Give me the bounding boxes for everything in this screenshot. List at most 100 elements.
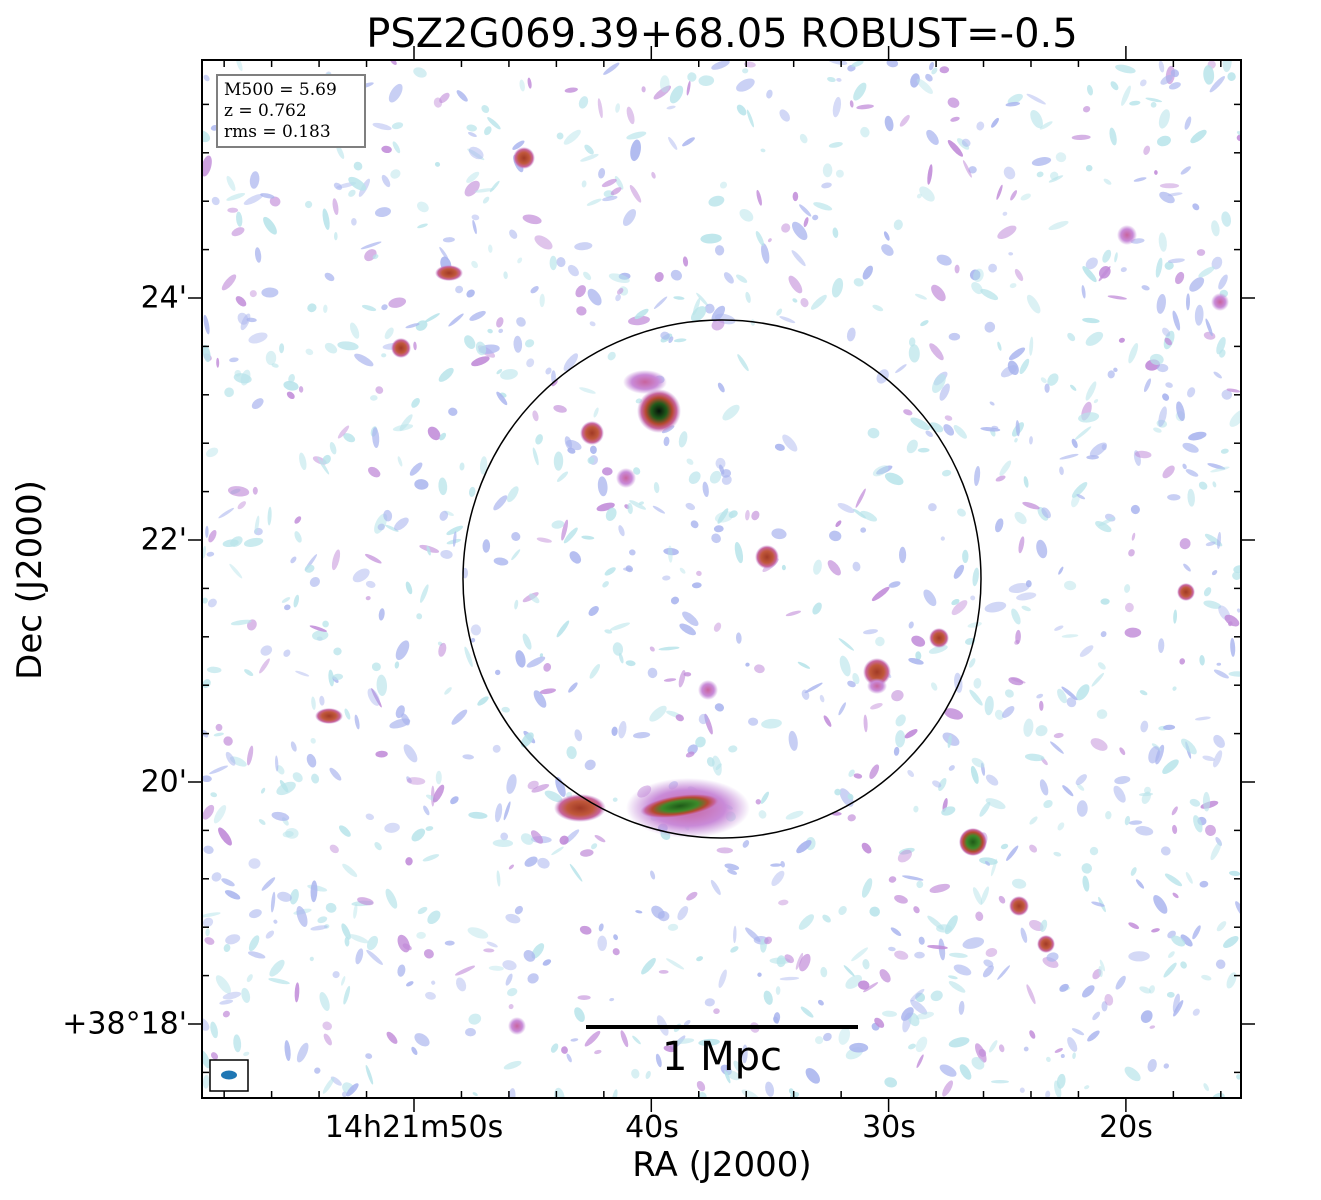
noise-blob bbox=[332, 971, 340, 979]
noise-blob bbox=[455, 285, 464, 294]
noise-blob bbox=[860, 510, 878, 522]
noise-blob bbox=[1023, 1046, 1029, 1052]
noise-blob bbox=[539, 688, 557, 695]
noise-blob bbox=[415, 320, 428, 331]
noise-blob bbox=[496, 368, 503, 375]
noise-blob bbox=[1172, 892, 1179, 899]
noise-blob bbox=[579, 387, 596, 394]
noise-blob bbox=[781, 223, 791, 233]
noise-blob bbox=[1114, 776, 1131, 785]
noise-blob bbox=[913, 805, 919, 813]
noise-blob bbox=[202, 155, 212, 177]
noise-blob bbox=[1205, 318, 1213, 337]
noise-blob bbox=[803, 217, 809, 228]
noise-blob bbox=[1156, 363, 1169, 373]
noise-blob bbox=[486, 941, 498, 948]
noise-blob bbox=[574, 1007, 585, 1022]
noise-blob bbox=[496, 317, 504, 328]
noise-blob bbox=[258, 819, 266, 825]
noise-blob bbox=[222, 991, 242, 1000]
noise-blob bbox=[456, 90, 468, 102]
noise-blob bbox=[1004, 689, 1014, 698]
noise-blob bbox=[1147, 1059, 1157, 1072]
noise-blob bbox=[773, 1012, 781, 1024]
noise-blob bbox=[894, 894, 908, 904]
noise-blob bbox=[858, 980, 870, 990]
noise-blob bbox=[1171, 806, 1178, 816]
noise-blob bbox=[604, 629, 613, 634]
noise-blob bbox=[626, 106, 635, 125]
noise-blob bbox=[205, 928, 210, 937]
noise-blob bbox=[243, 537, 264, 547]
noise-blob bbox=[230, 536, 243, 547]
noise-blob bbox=[852, 672, 860, 685]
noise-blob bbox=[1148, 746, 1160, 764]
noise-blob bbox=[542, 959, 552, 966]
noise-blob bbox=[972, 567, 979, 587]
noise-blob bbox=[1230, 637, 1236, 657]
noise-blob bbox=[309, 956, 314, 962]
noise-blob bbox=[1076, 684, 1090, 701]
noise-blob bbox=[472, 219, 477, 235]
rms-label: rms = 0.183 bbox=[224, 122, 331, 142]
noise-blob bbox=[1128, 343, 1139, 364]
noise-blob bbox=[839, 655, 851, 677]
noise-blob bbox=[1026, 294, 1041, 314]
noise-blob bbox=[284, 1040, 291, 1062]
noise-blob bbox=[403, 744, 418, 763]
noise-blob bbox=[728, 510, 738, 519]
noise-blob bbox=[384, 327, 394, 340]
axis-ticks bbox=[188, 46, 1255, 1112]
noise-blob bbox=[511, 549, 521, 561]
noise-blob bbox=[281, 597, 291, 603]
noise-blob bbox=[983, 959, 994, 968]
y-tick-label: 22' bbox=[140, 522, 187, 558]
noise-blob bbox=[765, 1081, 775, 1097]
noise-blob bbox=[800, 1006, 814, 1018]
noise-blob bbox=[1100, 598, 1110, 605]
noise-blob bbox=[949, 952, 968, 958]
noise-blob bbox=[733, 1060, 742, 1072]
noise-blob bbox=[670, 596, 680, 605]
noise-blob bbox=[252, 486, 258, 495]
noise-blob bbox=[853, 82, 867, 101]
noise-blob bbox=[459, 462, 465, 471]
noise-blob bbox=[629, 184, 642, 203]
noise-blob bbox=[748, 717, 759, 726]
noise-blob bbox=[471, 214, 480, 221]
noise-blob bbox=[651, 171, 656, 179]
noise-blob bbox=[374, 207, 392, 218]
noise-blob bbox=[838, 702, 846, 716]
noise-blob bbox=[1167, 192, 1183, 197]
noise-blob bbox=[608, 273, 630, 284]
y-tick-label: +38°18' bbox=[62, 1006, 187, 1042]
noise-blob bbox=[969, 689, 983, 706]
noise-blob bbox=[1085, 257, 1098, 270]
noise-blob bbox=[218, 827, 232, 846]
noise-blob bbox=[1143, 378, 1152, 393]
noise-blob bbox=[468, 811, 488, 819]
noise-blob bbox=[929, 343, 944, 361]
noise-blob bbox=[673, 296, 685, 300]
noise-blob bbox=[503, 271, 508, 280]
noise-blob bbox=[323, 1033, 332, 1046]
noise-blob bbox=[717, 382, 725, 393]
noise-blob bbox=[425, 991, 436, 1000]
noise-blob bbox=[439, 246, 449, 261]
noise-blob bbox=[812, 602, 822, 615]
noise-blob bbox=[988, 263, 997, 273]
noise-blob bbox=[477, 696, 489, 706]
noise-blob bbox=[522, 214, 542, 225]
noise-blob bbox=[543, 663, 552, 672]
noise-blob bbox=[630, 139, 641, 162]
noise-blob bbox=[1236, 1074, 1241, 1080]
noise-blob bbox=[951, 600, 968, 616]
noise-blob bbox=[1082, 985, 1095, 998]
noise-blob bbox=[311, 696, 316, 710]
noise-blob bbox=[472, 1092, 478, 1097]
noise-blob bbox=[234, 369, 241, 377]
noise-blob bbox=[598, 923, 604, 932]
noise-blob bbox=[579, 925, 592, 935]
noise-blob bbox=[556, 132, 564, 140]
